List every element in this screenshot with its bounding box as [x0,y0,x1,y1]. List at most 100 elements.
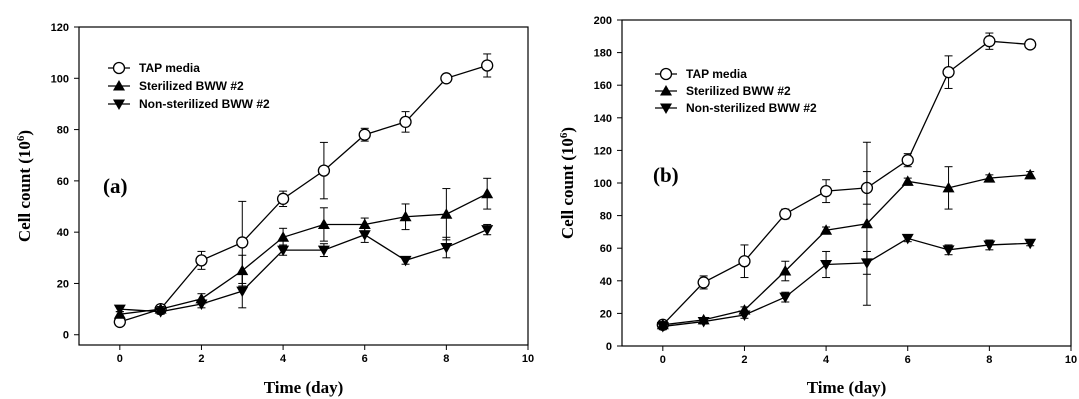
y-tick-label: 0 [606,341,612,353]
y-axis-title-main: Cell count (10 [15,141,34,242]
marker-open-circle [195,254,208,267]
marker-triangle-up [481,187,494,199]
marker-triangle-down [317,245,330,257]
x-tick-label: 6 [905,354,911,366]
x-tick-label: 0 [117,353,123,365]
marker-open-circle [440,72,453,85]
y-tick-label: 40 [57,227,69,239]
series-line [662,237,1031,328]
y-tick-label: 60 [57,176,69,188]
y-axis-title: Cell count (106) [15,130,34,242]
marker-triangle-down [697,317,710,328]
panel-label: (a) [103,174,128,198]
y-tick-label: 20 [600,308,612,320]
y-tick-label: 60 [600,243,612,255]
x-axis-title: Time (day) [264,378,344,397]
marker-triangle-up [317,218,330,229]
x-tick-label: 8 [443,353,449,365]
marker-triangle-up [983,172,996,183]
marker-open-circle [1024,38,1037,51]
marker-open-circle [942,66,955,79]
x-tick-label: 2 [198,353,204,365]
marker-triangle-down [399,255,412,267]
y-axis-title: Cell count (106) [558,127,577,239]
marker-triangle-up [779,265,792,276]
y-tick-label: 80 [600,211,612,223]
y-tick-label: 100 [594,178,612,190]
y-tick-label: 40 [600,276,612,288]
marker-open-circle [276,192,290,205]
marker-open-circle [236,236,249,249]
legend-label: Non-sterilized BWW #2 [139,97,270,111]
marker-triangle-up [942,181,955,193]
marker-open-circle [901,154,914,167]
x-tick-label: 6 [362,353,368,365]
marker-triangle-up [113,80,125,91]
y-tick-label: 180 [594,48,612,60]
marker-triangle-up [236,264,249,276]
marker-triangle-down [860,258,873,269]
marker-triangle-down [1024,238,1037,250]
y-tick-label: 80 [57,125,69,137]
x-tick-label: 8 [986,354,992,366]
x-tick-label: 0 [660,354,666,366]
marker-triangle-up [399,210,412,222]
y-axis-title-sup: 6 [558,132,570,138]
series-3 [656,233,1037,333]
y-axis-title-end: ) [15,130,34,136]
marker-triangle-up [860,217,873,229]
legend: TAP media Sterilized BWW #2 Non-sterilized… [655,67,817,115]
series-line [119,64,488,323]
legend-label: Sterilized BWW #2 [139,79,244,93]
marker-triangle-up [440,208,453,219]
series-3 [113,223,494,318]
marker-open-circle [819,184,833,198]
marker-open-circle [779,207,792,221]
series-line [119,229,488,313]
series-line [662,174,1031,326]
marker-open-circle [399,115,412,129]
marker-triangle-down [277,245,290,257]
marker-open-circle [317,164,331,177]
legend-label: TAP media [139,61,200,75]
marker-triangle-up [277,231,290,242]
series-1 [113,53,494,329]
marker-triangle-down [901,233,914,245]
x-axis-title: Time (day) [807,378,887,397]
marker-triangle-down [440,243,453,254]
y-tick-label: 100 [51,73,69,85]
y-axis-title-end: ) [558,127,577,133]
marker-triangle-down [236,286,249,298]
y-tick-label: 140 [594,113,612,125]
marker-triangle-down [820,260,833,271]
marker-triangle-down [195,299,208,310]
legend: TAP media Sterilized BWW #2 Non-sterilized… [108,61,270,111]
series-2 [656,141,1037,330]
panel-label: (b) [653,163,679,187]
marker-triangle-down [779,292,792,304]
marker-open-circle [481,59,494,72]
x-tick-label: 4 [823,354,830,366]
marker-triangle-down [942,245,955,256]
x-tick-label: 2 [741,354,747,366]
marker-triangle-down [481,225,494,236]
y-tick-label: 120 [594,145,612,157]
marker-triangle-down [656,321,669,333]
y-axis-title-main: Cell count (10 [558,138,577,239]
marker-triangle-down [660,103,672,114]
marker-open-circle [738,255,751,268]
marker-triangle-up [1024,168,1037,180]
legend-label: TAP media [686,67,747,81]
y-tick-label: 0 [63,330,69,342]
series-line [662,40,1031,326]
marker-triangle-up [660,85,672,96]
marker-open-circle [112,61,126,75]
marker-triangle-down [154,307,167,318]
x-tick-label: 4 [280,353,287,365]
y-tick-label: 20 [57,278,69,290]
plot-frame [78,26,529,346]
legend-label: Sterilized BWW #2 [686,84,791,98]
